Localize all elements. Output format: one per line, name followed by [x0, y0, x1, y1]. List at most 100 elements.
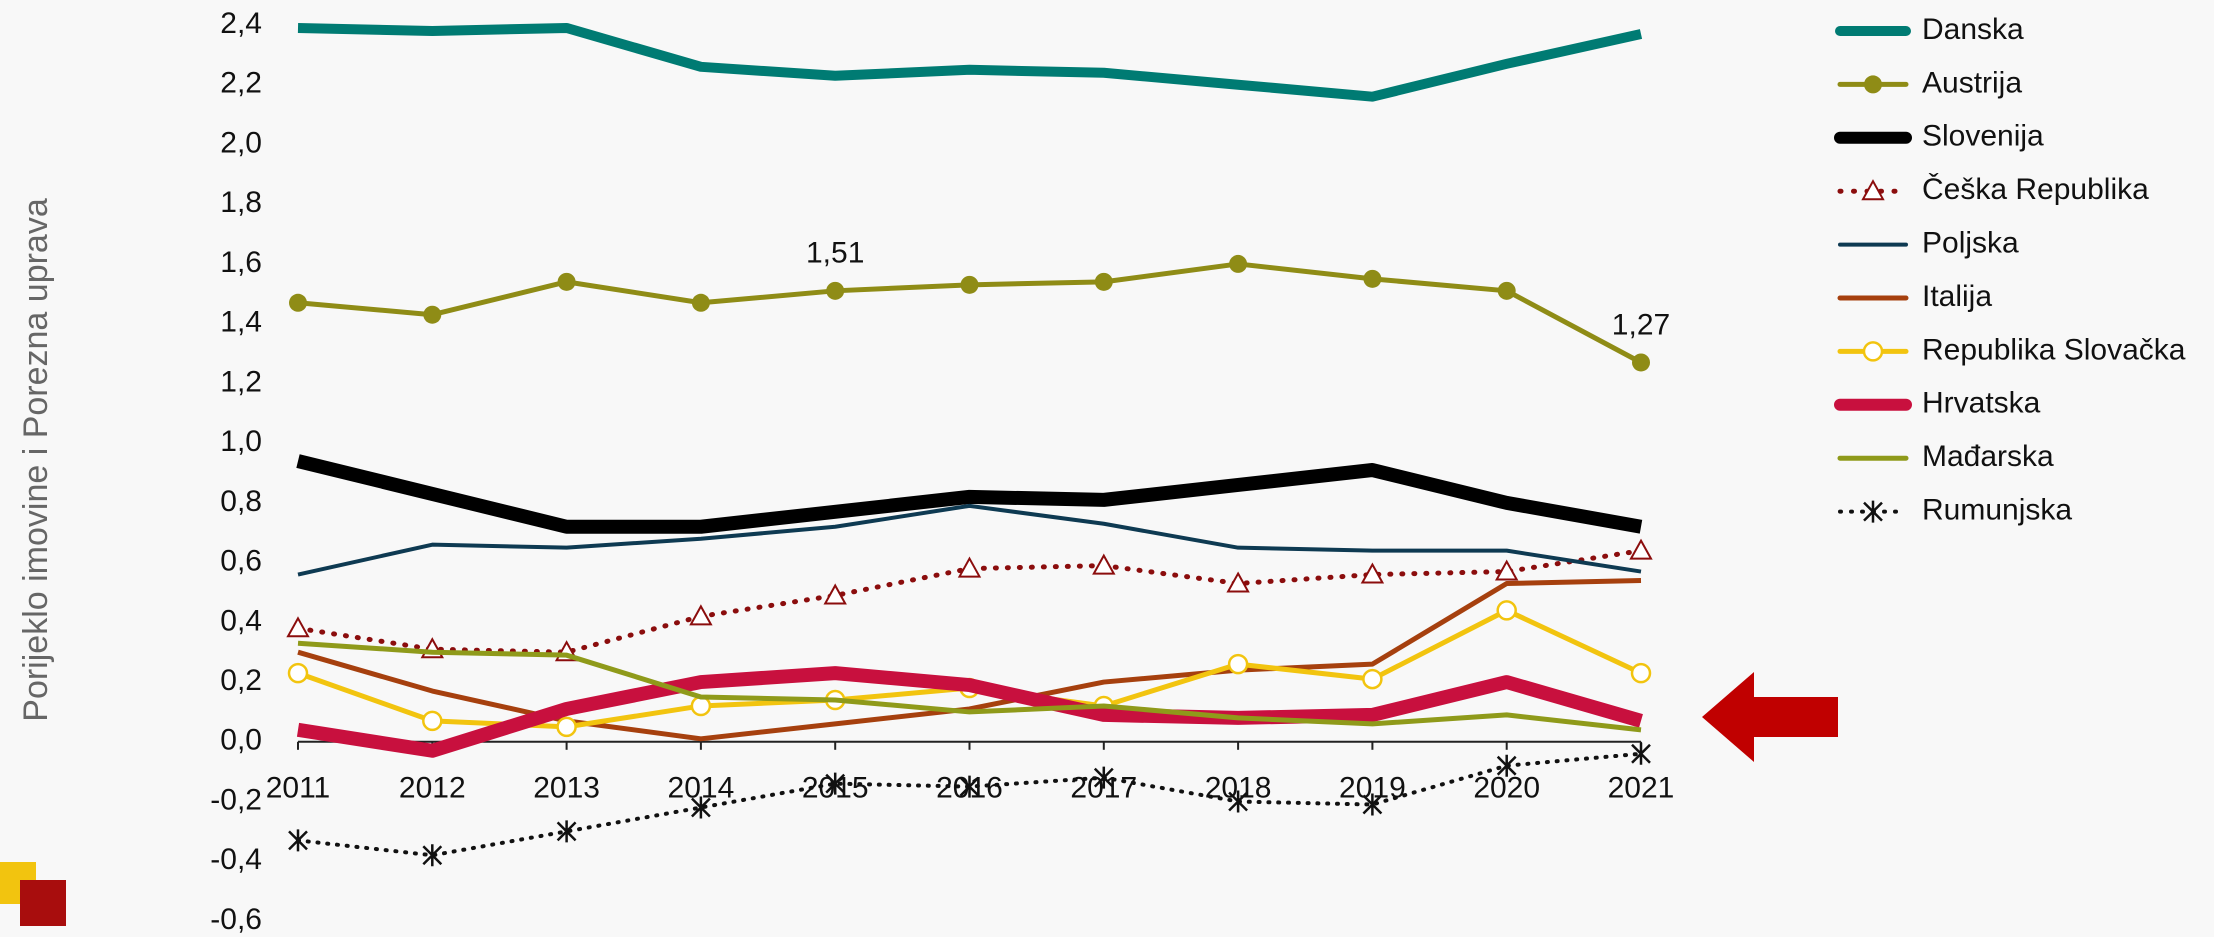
series: [297, 22, 1643, 102]
marker: [825, 772, 846, 795]
marker: [1362, 793, 1383, 816]
arrow: [1702, 672, 1838, 762]
marker: [422, 710, 443, 732]
marker: [1226, 571, 1250, 593]
marker: [960, 275, 979, 294]
line: [296, 666, 1643, 758]
legend-label: Hrvatska: [1922, 387, 2041, 420]
marker: [826, 281, 845, 300]
marker: [691, 293, 710, 312]
marker: [1093, 766, 1114, 789]
marker: [1363, 269, 1382, 288]
line: [297, 640, 1642, 733]
y-tick-label: 2,2: [220, 67, 262, 100]
legend-entry: Republika Slovačka: [1837, 333, 2186, 366]
y-tick-label: -0,4: [210, 843, 262, 876]
legend-entry: Austrija: [1837, 66, 2022, 99]
marker: [1496, 600, 1517, 621]
y-tick-label: 1,4: [220, 306, 262, 339]
y-tick-label: 0,4: [220, 604, 262, 637]
legend-entry: Slovenija: [1834, 120, 2044, 153]
line: [297, 503, 1642, 577]
y-tick-label: -0,6: [210, 903, 262, 936]
marker: [423, 305, 442, 324]
series: [297, 640, 1642, 733]
marker: [1362, 668, 1383, 690]
marker: [689, 604, 713, 626]
marker: [959, 775, 980, 798]
marker: [1629, 538, 1653, 560]
legend-label: Republika Slovačka: [1922, 333, 2186, 366]
series: [296, 666, 1643, 758]
data-label: 1,51: [806, 237, 864, 270]
marker: [1496, 754, 1517, 777]
legend-label: Italija: [1922, 280, 1992, 313]
marker: [1864, 75, 1882, 94]
series: [297, 503, 1642, 577]
legend-entry: Rumunjska: [1838, 494, 2072, 527]
decor-square: [20, 880, 66, 926]
legend-label: Slovenija: [1922, 120, 2044, 153]
marker: [1227, 653, 1249, 675]
y-tick-label: 0,8: [220, 485, 262, 518]
marker: [1094, 272, 1113, 291]
y-tick-label: 1,8: [220, 186, 262, 219]
y-tick-label: 2,0: [220, 126, 262, 159]
y-tick-label: 0,0: [220, 724, 262, 757]
legend-label: Poljska: [1922, 227, 2019, 260]
series: [288, 742, 1651, 867]
legend-entry: Hrvatska: [1834, 387, 2041, 420]
x-tick-label: 2020: [1473, 772, 1540, 805]
marker: [422, 844, 443, 867]
series: [296, 454, 1643, 534]
data-label: 1,27: [1612, 308, 1670, 341]
legend-entry: Češka Republika: [1837, 172, 2149, 206]
marker: [691, 796, 711, 819]
marker: [557, 272, 576, 291]
x-tick-label: 2021: [1608, 772, 1675, 805]
legend-entry: Italija: [1837, 280, 1992, 313]
marker: [1092, 553, 1116, 575]
line: [297, 578, 1642, 742]
y-tick-label: 2,4: [220, 7, 262, 40]
legend-label: Rumunjska: [1922, 494, 2072, 527]
x-tick-label: 2011: [266, 772, 331, 805]
x-tick-label: 2013: [533, 772, 600, 805]
legend-entry: Poljska: [1838, 227, 2019, 260]
marker: [1861, 179, 1885, 201]
legend-label: Mađarska: [1922, 440, 2054, 473]
marker: [288, 829, 308, 852]
line: [296, 454, 1643, 534]
marker: [289, 293, 307, 312]
y-tick-label: -0,2: [210, 783, 262, 816]
legend-label: Danska: [1922, 13, 2024, 46]
series: [297, 578, 1642, 742]
marker: [1630, 662, 1652, 684]
series: [286, 538, 1653, 662]
marker: [1632, 353, 1650, 372]
y-tick-label: 1,0: [220, 425, 262, 458]
y-tick-label: 0,2: [220, 664, 262, 697]
y-tick-label: 0,6: [220, 545, 262, 578]
marker: [1360, 562, 1385, 584]
marker: [823, 583, 847, 605]
marker: [1863, 500, 1883, 523]
marker: [556, 820, 577, 843]
y-tick-label: 1,2: [220, 365, 262, 398]
marker: [1497, 281, 1516, 300]
marker: [690, 695, 712, 717]
marker: [556, 716, 577, 738]
legend-entry: Mađarska: [1837, 440, 2054, 473]
line: [297, 22, 1643, 102]
marker: [1228, 790, 1248, 813]
legend-entry: Danska: [1835, 13, 2024, 46]
marker: [957, 556, 982, 578]
marker: [286, 616, 310, 638]
x-tick-label: 2012: [399, 772, 466, 805]
legend-label: Austrija: [1922, 66, 2022, 99]
marker: [287, 662, 309, 684]
marker: [1862, 341, 1884, 362]
series: 1,51 1,27: [289, 237, 1670, 372]
marker: [1229, 254, 1248, 273]
